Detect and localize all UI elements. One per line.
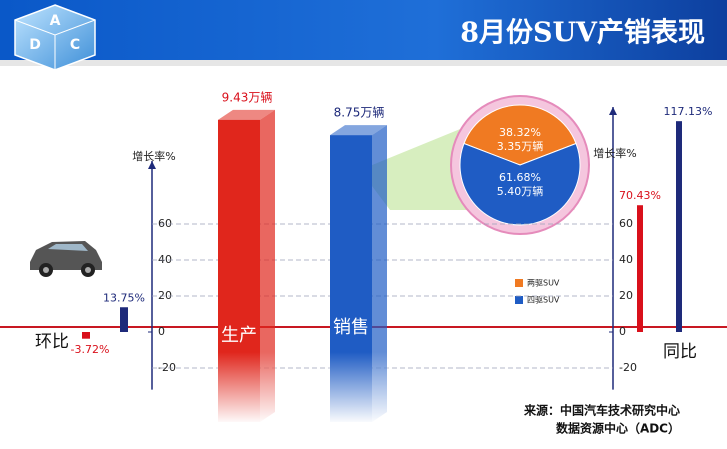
value-label: 70.43%	[619, 189, 661, 202]
bar	[637, 205, 643, 332]
value-label: 8.75万辆	[334, 106, 385, 120]
y-tick-label: 60	[158, 217, 172, 230]
page-title: 8月份SUV产销表现	[460, 18, 705, 49]
pie-slice	[459, 142, 581, 226]
header-band	[0, 0, 727, 60]
y-tick-label: 0	[158, 325, 165, 338]
bar-3d-top	[330, 125, 387, 136]
logo-letter: A	[50, 13, 61, 29]
bar-fade	[216, 352, 277, 424]
y-tick-label: 0	[619, 325, 626, 338]
y-tick-label: 40	[619, 253, 633, 266]
logo: A D C	[14, 4, 96, 71]
axis-arrow	[148, 161, 156, 169]
legend-label: 两驱SUV	[527, 279, 560, 288]
bar-3d-side	[372, 125, 387, 422]
slice-label: 38.32%	[499, 126, 541, 139]
category-label: 同比	[663, 342, 697, 362]
slice-label: 61.68%	[499, 171, 541, 184]
pie-slice	[463, 104, 577, 166]
value-label: 9.43万辆	[222, 90, 273, 104]
legend-swatch	[515, 279, 523, 287]
bar-3d-top	[218, 109, 275, 120]
category-label: 环比	[35, 332, 69, 352]
bar	[82, 332, 90, 339]
bar	[120, 307, 128, 332]
y-axis-title: 增长率%	[132, 149, 175, 163]
y-tick-label: 40	[158, 253, 172, 266]
category-label: 销售	[333, 317, 369, 338]
value-label: 117.13%	[664, 105, 713, 118]
bar-3d-side	[260, 109, 275, 422]
value-label: -3.72%	[71, 343, 110, 356]
bar	[676, 121, 682, 332]
slice-sublabel: 3.35万辆	[497, 139, 544, 153]
y-tick-label: 20	[619, 289, 633, 302]
source-line: 数据资源中心（ADC）	[556, 421, 680, 436]
y-tick-label: -20	[158, 361, 176, 374]
logo-letter: C	[70, 37, 80, 53]
y-tick-label: 60	[619, 217, 633, 230]
axis-arrow	[609, 107, 617, 115]
y-tick-label: 20	[158, 289, 172, 302]
y-tick-label: -20	[619, 361, 637, 374]
header-shadow	[0, 60, 727, 66]
car-icon	[30, 241, 102, 277]
y-axis-title: 增长率%	[593, 146, 636, 160]
legend-swatch	[515, 296, 523, 304]
category-label: 生产	[221, 325, 257, 346]
logo-letter: D	[29, 37, 41, 53]
slice-sublabel: 5.40万辆	[497, 184, 544, 198]
value-label: 13.75%	[103, 291, 145, 304]
source-line: 来源：中国汽车技术研究中心	[523, 403, 680, 418]
legend-label: 四驱SUV	[527, 296, 560, 305]
bar-fade	[328, 352, 389, 424]
